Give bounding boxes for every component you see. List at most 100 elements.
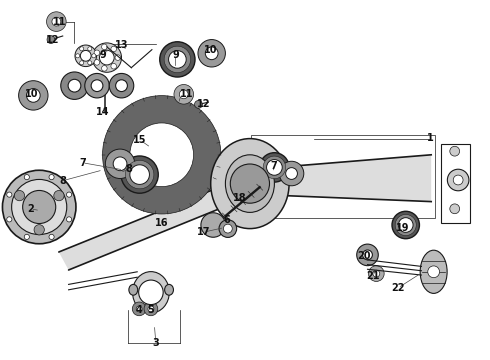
Text: 6: 6 (223, 215, 230, 225)
Circle shape (109, 73, 134, 98)
Circle shape (92, 43, 122, 72)
Text: 2: 2 (27, 204, 34, 214)
Circle shape (363, 250, 372, 260)
Circle shape (80, 50, 91, 61)
Text: 21: 21 (367, 271, 380, 282)
Text: 8: 8 (59, 176, 66, 186)
Circle shape (260, 153, 289, 182)
Circle shape (99, 50, 114, 65)
Circle shape (238, 191, 247, 201)
Circle shape (94, 50, 99, 55)
Text: 1: 1 (427, 132, 434, 143)
Circle shape (232, 185, 253, 207)
Text: 13: 13 (115, 40, 128, 50)
Circle shape (92, 54, 96, 58)
Circle shape (49, 175, 54, 180)
Circle shape (101, 66, 107, 71)
Circle shape (125, 161, 154, 189)
Circle shape (102, 96, 221, 214)
Circle shape (373, 270, 380, 277)
Circle shape (47, 36, 55, 44)
Circle shape (219, 220, 237, 238)
Circle shape (113, 157, 127, 171)
Text: 3: 3 (152, 338, 159, 348)
Circle shape (7, 192, 12, 197)
Circle shape (105, 149, 135, 179)
Circle shape (130, 123, 194, 186)
Ellipse shape (420, 250, 447, 293)
Circle shape (88, 61, 92, 65)
Text: 11: 11 (179, 89, 193, 99)
Circle shape (121, 156, 158, 193)
Text: 18: 18 (233, 193, 247, 203)
Circle shape (144, 302, 158, 316)
Circle shape (80, 47, 84, 51)
Circle shape (450, 146, 460, 156)
Text: 20: 20 (357, 251, 370, 261)
Text: 11: 11 (53, 17, 67, 27)
Circle shape (223, 224, 232, 233)
Text: 19: 19 (396, 222, 410, 233)
Text: 10: 10 (204, 45, 218, 55)
Circle shape (174, 85, 194, 104)
Circle shape (136, 306, 142, 312)
Text: 4: 4 (136, 305, 143, 315)
Circle shape (395, 215, 416, 235)
Text: 7: 7 (270, 161, 277, 171)
Circle shape (357, 244, 378, 266)
Circle shape (164, 46, 191, 73)
Circle shape (428, 266, 440, 278)
Circle shape (398, 218, 413, 232)
Circle shape (26, 89, 40, 102)
Text: 15: 15 (133, 135, 147, 145)
Circle shape (7, 217, 12, 222)
Circle shape (205, 47, 218, 60)
Bar (251, 135, 435, 218)
Circle shape (447, 169, 469, 191)
Circle shape (61, 72, 88, 99)
Circle shape (67, 217, 72, 222)
Text: 8: 8 (125, 164, 132, 174)
Circle shape (111, 63, 117, 69)
Circle shape (230, 164, 270, 203)
Circle shape (267, 159, 282, 175)
Circle shape (450, 204, 460, 214)
Circle shape (130, 165, 149, 184)
Circle shape (392, 211, 419, 239)
Circle shape (47, 12, 66, 31)
Text: 16: 16 (155, 218, 169, 228)
Circle shape (279, 161, 304, 186)
Text: 9: 9 (172, 50, 179, 60)
Ellipse shape (211, 139, 289, 229)
Circle shape (2, 170, 76, 244)
Circle shape (34, 225, 45, 235)
Circle shape (52, 17, 61, 26)
Ellipse shape (133, 271, 170, 313)
Circle shape (24, 234, 29, 239)
Polygon shape (255, 155, 431, 202)
Circle shape (14, 190, 24, 201)
Text: 17: 17 (196, 227, 210, 237)
Text: 7: 7 (79, 158, 86, 168)
Circle shape (80, 61, 84, 65)
Circle shape (75, 45, 97, 67)
Circle shape (368, 266, 384, 282)
Text: 12: 12 (196, 99, 210, 109)
Circle shape (132, 302, 146, 316)
Ellipse shape (225, 155, 274, 212)
Circle shape (75, 54, 80, 58)
Circle shape (453, 175, 463, 185)
Text: 14: 14 (96, 107, 110, 117)
Circle shape (263, 156, 286, 179)
Circle shape (19, 81, 48, 110)
Circle shape (201, 213, 225, 237)
Text: 10: 10 (25, 89, 39, 99)
Circle shape (116, 80, 127, 91)
Circle shape (94, 60, 99, 65)
Circle shape (115, 55, 121, 60)
Circle shape (12, 179, 67, 235)
Circle shape (179, 90, 188, 99)
Circle shape (148, 306, 154, 312)
Circle shape (160, 42, 195, 77)
Circle shape (49, 234, 54, 239)
